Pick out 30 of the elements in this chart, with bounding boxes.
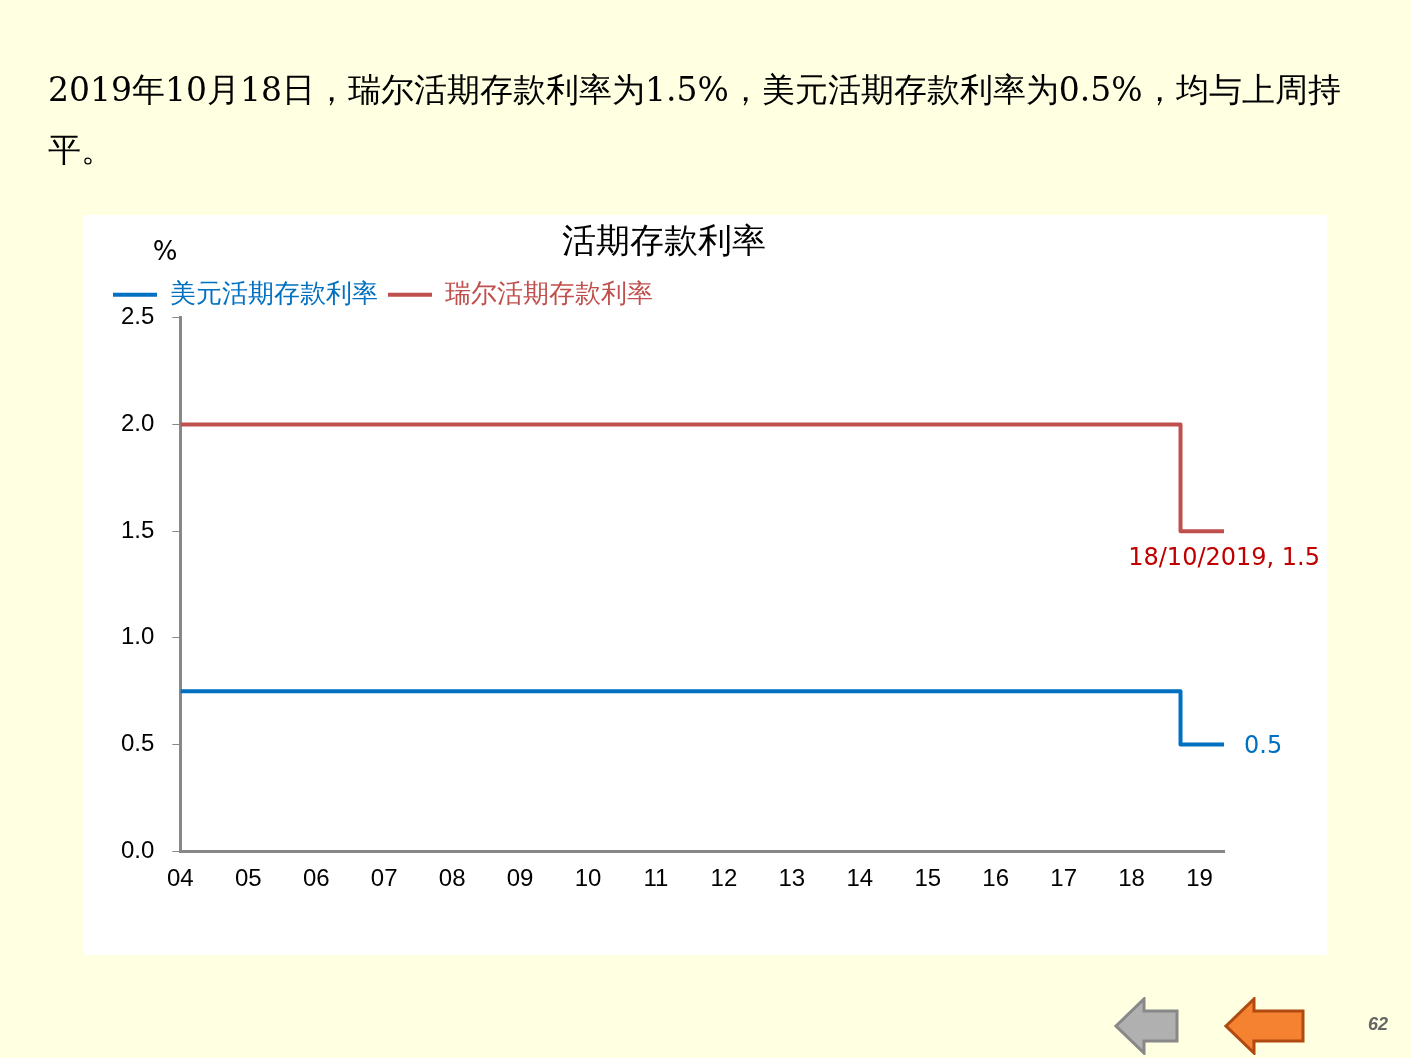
x-tick-label: 12	[710, 864, 738, 892]
x-tick-label: 04	[167, 864, 194, 892]
x-tick-label: 11	[643, 864, 669, 892]
x-tick-label: 10	[574, 864, 602, 892]
x-tick-label: 07	[370, 864, 398, 892]
text: 62	[1368, 1014, 1389, 1035]
y-tick-label: 2.5	[120, 302, 155, 330]
y-tick-label: 0.0	[120, 835, 155, 863]
x-tick-label: 06	[302, 864, 330, 892]
y-tick-label: 2.0	[120, 409, 155, 437]
legend-label: 瑞尔活期存款利率	[445, 277, 653, 308]
x-tick-label: 18	[1118, 864, 1145, 892]
y-tick-label: 1.0	[120, 622, 155, 650]
x-tick-label: 16	[982, 864, 1010, 892]
y-tick-label: 0.5	[120, 729, 155, 757]
x-tick-label: 15	[914, 864, 942, 892]
legend-label: 美元活期存款利率	[170, 277, 378, 308]
chart-title: 活期存款利率	[561, 220, 766, 261]
x-tick-label: 08	[438, 864, 466, 892]
x-tick-label: 09	[506, 864, 534, 892]
y-axis-title: %	[152, 236, 178, 266]
annotation: 18/10/2019, 1.5	[1128, 543, 1320, 572]
x-tick-label: 19	[1186, 864, 1213, 892]
y-tick-label: 1.5	[120, 515, 155, 543]
x-tick-label: 14	[846, 864, 874, 892]
x-tick-label: 17	[1050, 864, 1077, 892]
annotation: 0.5	[1244, 730, 1283, 759]
chart-subtitle: 2019年10月18日，瑞尔活期存款利率为1.5%，美元活期存款利率为0.5%，均与上周持平。	[48, 69, 1342, 171]
x-tick-label: 05	[234, 864, 262, 892]
x-tick-label: 13	[778, 864, 806, 892]
